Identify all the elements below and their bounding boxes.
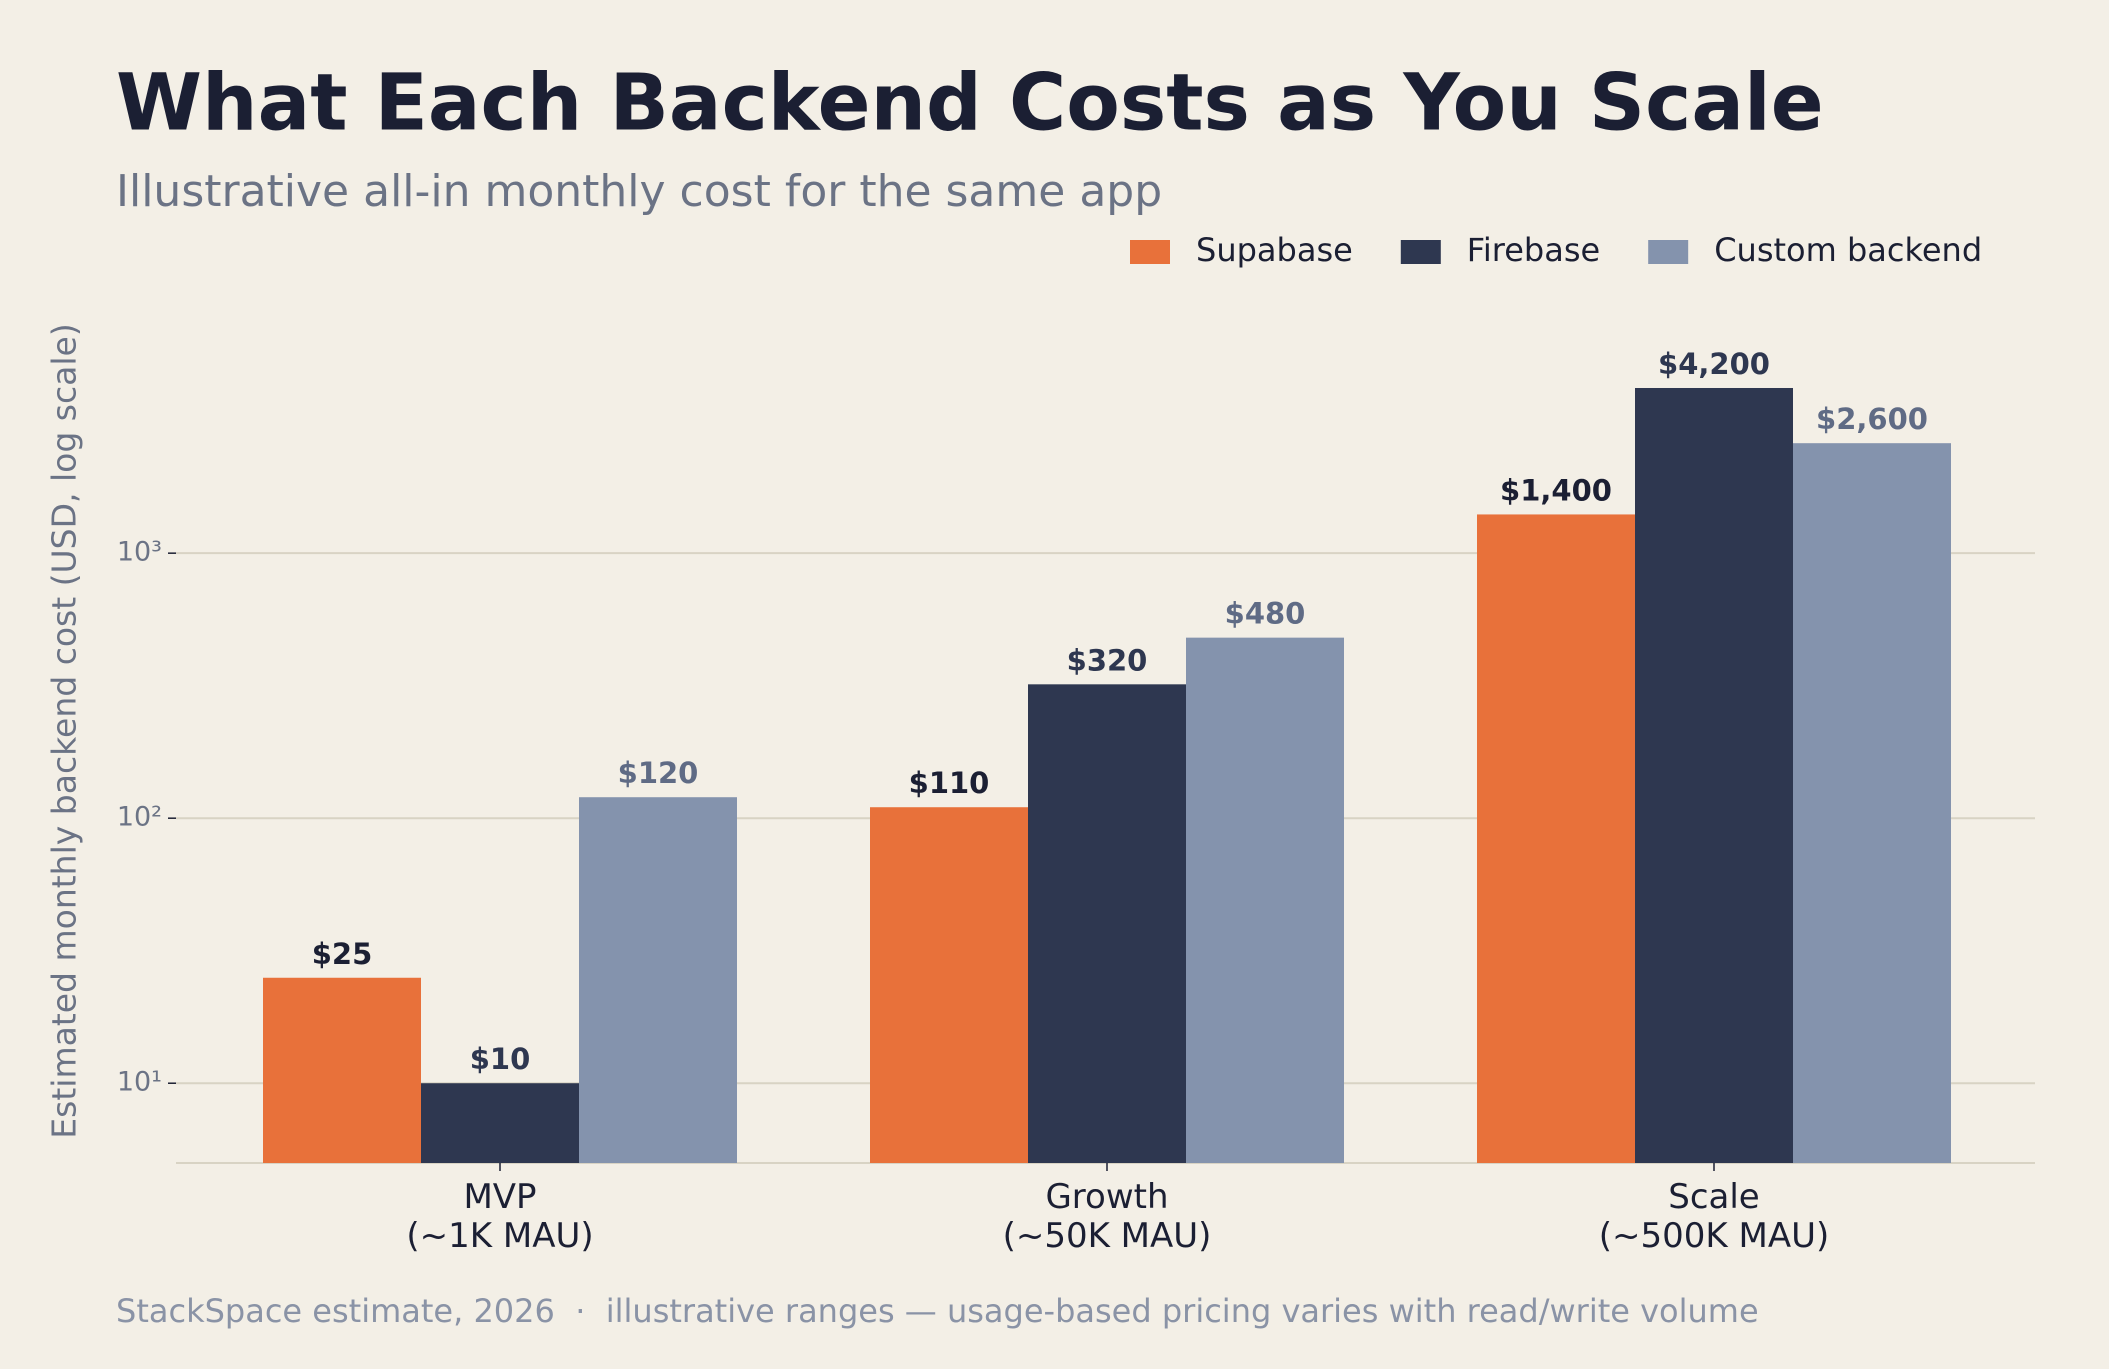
- y-tick-label: 10²: [117, 802, 162, 833]
- bar: [263, 977, 421, 1163]
- bar: [1477, 514, 1635, 1163]
- bar-value-label: $10: [470, 1042, 531, 1076]
- y-tick-label: 10³: [117, 537, 162, 568]
- bar-value-label: $120: [618, 756, 699, 790]
- bar-value-label: $25: [312, 937, 373, 971]
- bar-value-label: $320: [1067, 643, 1148, 677]
- bar-value-label: $110: [909, 766, 990, 800]
- legend-swatch: [1648, 240, 1689, 264]
- legend-label: Firebase: [1467, 231, 1600, 269]
- x-tick-label: Growth (~50K MAU): [1003, 1177, 1212, 1256]
- chart-title: What Each Backend Costs as You Scale: [116, 58, 1824, 148]
- x-tick-label: MVP (~1K MAU): [406, 1177, 593, 1256]
- legend-swatch: [1400, 240, 1441, 264]
- bar-value-label: $480: [1225, 597, 1306, 631]
- bar-value-label: $2,600: [1816, 402, 1928, 436]
- footer-note: StackSpace estimate, 2026 · illustrative…: [116, 1292, 1759, 1330]
- x-tick-label: Scale (~500K MAU): [1599, 1177, 1830, 1256]
- y-axis-label: Estimated monthly backend cost (USD, log…: [45, 323, 84, 1138]
- bar: [1635, 387, 1793, 1163]
- bar-value-label: $1,400: [1500, 473, 1612, 507]
- legend-swatch: [1130, 240, 1170, 264]
- bar-value-label: $4,200: [1658, 347, 1770, 381]
- bar: [1793, 443, 1951, 1164]
- bar: [870, 807, 1028, 1163]
- bar: [421, 1083, 579, 1163]
- legend-label: Supabase: [1196, 231, 1353, 269]
- legend-label: Custom backend: [1714, 231, 1982, 269]
- bar: [1186, 637, 1344, 1163]
- bar: [1028, 684, 1186, 1163]
- bar: [579, 797, 737, 1163]
- chart-subtitle: Illustrative all-in monthly cost for the…: [116, 166, 1162, 217]
- y-tick-label: 10¹: [117, 1067, 162, 1098]
